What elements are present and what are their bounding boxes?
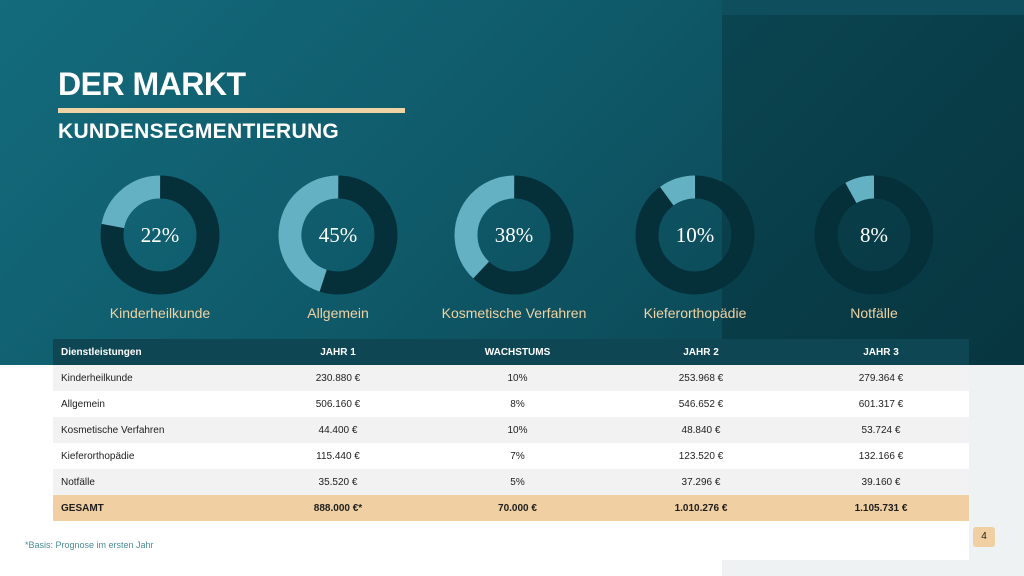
donut-label: Kinderheilkunde (109, 305, 211, 321)
table-cell: 5% (426, 469, 609, 495)
donut-label: Kieferorthopädie (643, 305, 747, 321)
table-cell: Notfälle (53, 469, 250, 495)
total-cell: GESAMT (53, 495, 250, 521)
table-total-row: GESAMT 888.000 €* 70.000 € 1.010.276 € 1… (53, 495, 969, 521)
table-cell: 39.160 € (793, 469, 969, 495)
table-cell: Kinderheilkunde (53, 365, 250, 391)
donut-percent: 38% (494, 223, 534, 247)
donut-label: Notfälle (850, 305, 898, 321)
donut-chart-kosmetische-verfahren: 38% Kosmetische Verfahren (424, 175, 604, 335)
table-cell: 53.724 € (793, 417, 969, 443)
table-cell: 506.160 € (250, 391, 426, 417)
table-cell: 44.400 € (250, 417, 426, 443)
donut-chart-kinderheilkunde: 22% Kinderheilkunde (70, 175, 250, 335)
header-jahr-2: JAHR 2 (609, 339, 793, 365)
table-cell: Kieferorthopädie (53, 443, 250, 469)
table-row: Kosmetische Verfahren 44.400 € 10% 48.84… (53, 417, 969, 443)
table-cell: 7% (426, 443, 609, 469)
donut-svg (278, 175, 398, 295)
table-row: Notfälle 35.520 € 5% 37.296 € 39.160 € (53, 469, 969, 495)
donut-value-arc (635, 175, 755, 295)
donut-percent: 8% (860, 223, 888, 247)
table-cell: 48.840 € (609, 417, 793, 443)
segmentation-table: Dienstleistungen JAHR 1 WACHSTUMS JAHR 2… (53, 339, 969, 521)
donut-label: Allgemein (307, 305, 369, 321)
bottom-bar (722, 560, 1024, 576)
corner-strip (722, 0, 1024, 15)
table-cell: Kosmetische Verfahren (53, 417, 250, 443)
donut-chart-kieferorthopaedie: 10% Kieferorthopädie (605, 175, 785, 335)
table-cell: 37.296 € (609, 469, 793, 495)
header-dienstleistungen: Dienstleistungen (53, 339, 250, 365)
table-header-row: Dienstleistungen JAHR 1 WACHSTUMS JAHR 2… (53, 339, 969, 365)
total-cell: 1.105.731 € (793, 495, 969, 521)
donut-value-arc (100, 175, 220, 295)
table-cell: 601.317 € (793, 391, 969, 417)
table-cell: 8% (426, 391, 609, 417)
table-cell: 35.520 € (250, 469, 426, 495)
header-wachstums: WACHSTUMS (426, 339, 609, 365)
table-cell: 230.880 € (250, 365, 426, 391)
header-jahr-3: JAHR 3 (793, 339, 969, 365)
table-cell: 10% (426, 365, 609, 391)
total-cell: 1.010.276 € (609, 495, 793, 521)
slide-title: DER MARKT (58, 66, 246, 102)
table-cell: 546.652 € (609, 391, 793, 417)
total-cell: 888.000 €* (250, 495, 426, 521)
footnote: *Basis: Prognose im ersten Jahr (25, 540, 154, 550)
slide-subtitle: KUNDENSEGMENTIERUNG (58, 120, 340, 143)
total-cell: 70.000 € (426, 495, 609, 521)
donut-chart-notfaelle: 8% Notfälle (784, 175, 964, 335)
donut-percent: 45% (318, 223, 358, 247)
table-cell: 115.440 € (250, 443, 426, 469)
page-number: 4 (973, 527, 995, 547)
donut-svg (814, 175, 934, 295)
title-underline (58, 108, 405, 113)
table-cell: 253.968 € (609, 365, 793, 391)
donut-value-arc (278, 175, 398, 295)
table-cell: Allgemein (53, 391, 250, 417)
donut-svg (100, 175, 220, 295)
donut-percent: 22% (140, 223, 180, 247)
table-cell: 123.520 € (609, 443, 793, 469)
donut-percent: 10% (675, 223, 715, 247)
table-cell: 132.166 € (793, 443, 969, 469)
header-jahr-1: JAHR 1 (250, 339, 426, 365)
table-row: Kinderheilkunde 230.880 € 10% 253.968 € … (53, 365, 969, 391)
table-cell: 279.364 € (793, 365, 969, 391)
table-row: Allgemein 506.160 € 8% 546.652 € 601.317… (53, 391, 969, 417)
donut-label: Kosmetische Verfahren (441, 305, 587, 321)
donut-svg (454, 175, 574, 295)
donut-svg (635, 175, 755, 295)
table-row: Kieferorthopädie 115.440 € 7% 123.520 € … (53, 443, 969, 469)
donut-chart-allgemein: 45% Allgemein (248, 175, 428, 335)
table-cell: 10% (426, 417, 609, 443)
